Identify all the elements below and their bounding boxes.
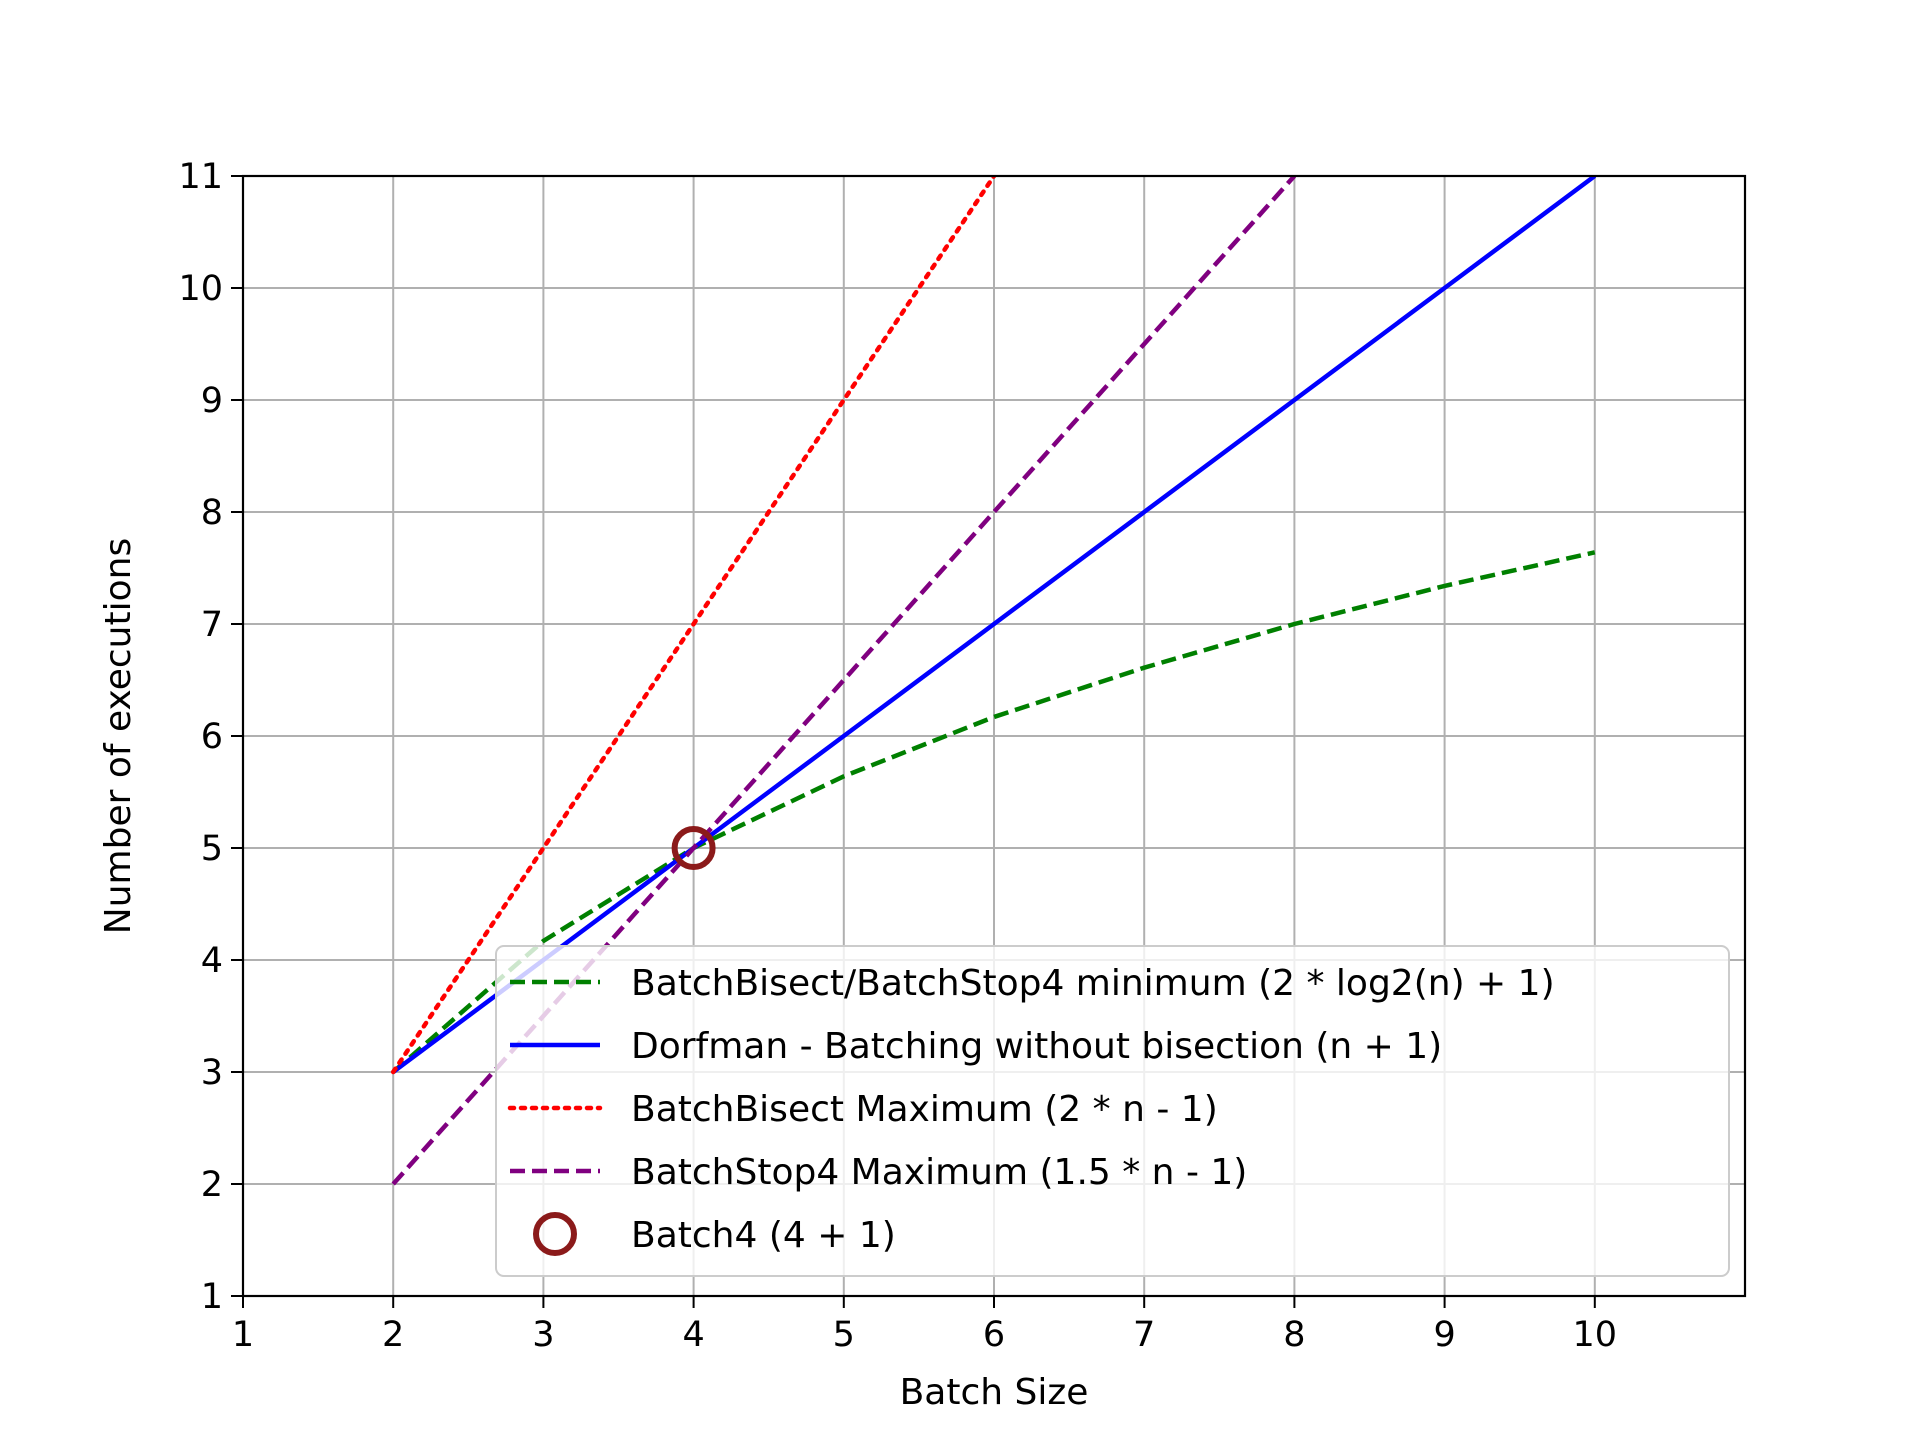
y-tick-label: 8 <box>201 493 223 533</box>
x-tick-label: 1 <box>232 1315 254 1355</box>
x-tick-label: 2 <box>382 1315 404 1355</box>
y-tick-label: 6 <box>201 717 223 757</box>
legend: BatchBisect/BatchStop4 minimum (2 * log2… <box>495 945 1730 1277</box>
x-tick-label: 3 <box>532 1315 554 1355</box>
legend-label: BatchBisect Maximum (2 * n - 1) <box>631 1089 1218 1130</box>
x-tick-label: 8 <box>1283 1315 1305 1355</box>
y-tick-label: 5 <box>201 829 223 869</box>
y-tick-label: 1 <box>201 1277 223 1317</box>
y-tick-label: 11 <box>178 157 223 197</box>
x-tick-label: 9 <box>1433 1315 1455 1355</box>
y-tick-label: 9 <box>201 381 223 421</box>
y-tick-label: 7 <box>201 605 223 645</box>
legend-box <box>495 945 1730 1277</box>
legend-label: BatchStop4 Maximum (1.5 * n - 1) <box>631 1152 1247 1193</box>
batch4-marker <box>671 826 716 870</box>
y-tick-label: 4 <box>201 941 223 981</box>
x-tick-label: 4 <box>682 1315 704 1355</box>
series-dorfman-batching-without-bisection-n-1-line <box>391 176 1597 1074</box>
legend-swatch-batch4 <box>533 1212 577 1256</box>
x-axis-title: Batch Size <box>900 1372 1089 1413</box>
y-tick-label: 3 <box>201 1053 223 1093</box>
y-axis-title: Number of executions <box>98 538 139 934</box>
x-tick-label: 10 <box>1573 1315 1618 1355</box>
x-tick-label: 6 <box>983 1315 1005 1355</box>
y-tick-label: 2 <box>201 1165 223 1205</box>
legend-label: BatchBisect/BatchStop4 minimum (2 * log2… <box>631 963 1555 1004</box>
x-tick-label: 5 <box>833 1315 855 1355</box>
x-tick-label: 7 <box>1133 1315 1155 1355</box>
ticks: 1 2 3 4 5 6 7 8 9 10 1 2 3 4 5 6 7 8 9 10 11 <box>178 157 1617 1355</box>
series-batchbisect-maximum-2-n-1-line <box>390 176 997 1075</box>
legend-label: Batch4 (4 + 1) <box>631 1215 896 1256</box>
y-tick-label: 10 <box>178 269 223 309</box>
legend-label: Dorfman - Batching without bisection (n … <box>631 1026 1442 1067</box>
